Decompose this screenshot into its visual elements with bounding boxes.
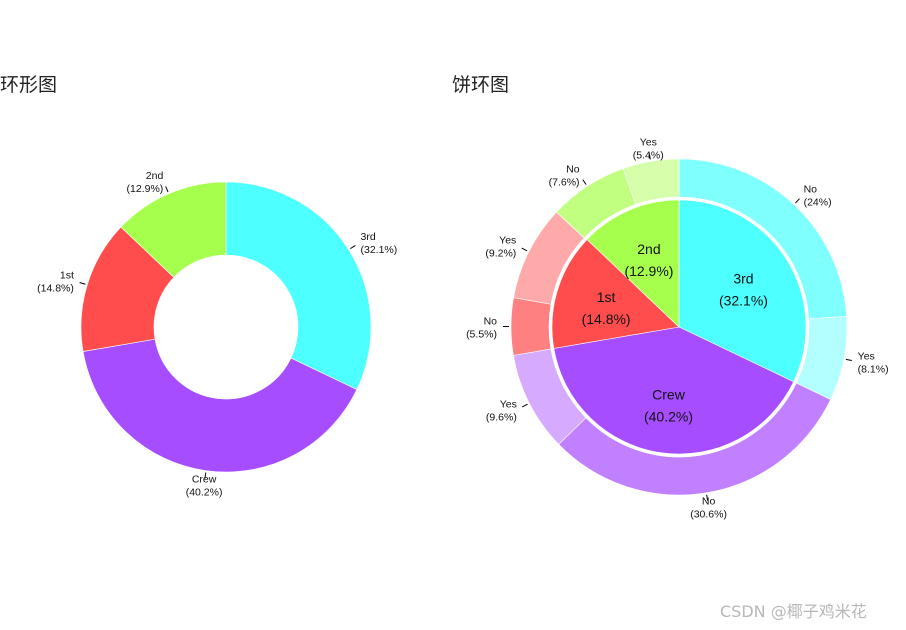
donut-slice-2nd-leader-line: [165, 186, 169, 193]
ring-slice-4-no-label: No: [484, 315, 498, 327]
ring-slice-1-yes-label: Yes: [858, 351, 875, 363]
donut-slice-2nd: [120, 181, 227, 278]
pie-slice-3rd: [678, 199, 807, 383]
ring-slice-3-yes-label: Yes: [500, 399, 517, 411]
donut-slice-crew: [82, 338, 358, 473]
ring-slice-7-yes: [622, 158, 680, 205]
ring-slice-0-no-label: No: [804, 183, 818, 195]
pie-slice-1st-label: 1st: [597, 289, 616, 305]
pie-slice-crew-percent-label: (40.2%): [644, 408, 693, 424]
donut-slice-1st-percent-label: (14.8%): [37, 283, 74, 295]
ring-slice-7-yes-leader-line: [648, 153, 651, 160]
donut-chart-title: 环形图: [0, 74, 57, 96]
donut-slice-2nd-label: 2nd: [146, 170, 164, 182]
pie-slice-1st: [551, 239, 680, 349]
ring-slice-6-no-leader-line: [582, 179, 587, 185]
ring-slice-3-yes-percent-label: (9.6%): [486, 412, 517, 424]
donut-slice-3rd-percent-label: (32.1%): [361, 244, 398, 256]
ring-slice-2-no-label: No: [702, 496, 716, 508]
donut-slice-3rd: [225, 181, 372, 390]
ring-slice-4-no: [510, 297, 552, 356]
donut-slice-2nd-percent-label: (12.9%): [127, 183, 164, 195]
watermark: CSDN @椰子鸡米花: [720, 602, 867, 621]
donut-chart: 3rd(32.1%) Crew(40.2%) 1st(14.8%) 2nd(12.9%…: [37, 170, 397, 499]
donut-slice-3rd-leader-line: [350, 245, 356, 250]
ring-slice-0-no-leader-line: [795, 198, 800, 204]
ring-slice-5-yes-percent-label: (9.2%): [485, 247, 516, 259]
donut-slice-crew-percent-label: (40.2%): [186, 486, 223, 498]
ring-slice-4-no-percent-label: (5.5%): [466, 328, 497, 340]
ring-slice-0-no-percent-label: (24%): [804, 196, 832, 208]
pie-slice-3rd-percent-label: (32.1%): [719, 292, 768, 308]
pie-slice-2nd: [586, 199, 680, 328]
donut-slice-3rd-label: 3rd: [361, 231, 376, 243]
pie-donut-chart-title: 饼环图: [452, 74, 509, 96]
ring-slice-2-no-percent-label: (30.6%): [690, 509, 727, 521]
ring-slice-1-yes-leader-line: [845, 358, 852, 362]
ring-slice-5-yes-leader-line: [521, 247, 528, 252]
pie-donut-chart: No(24%)Yes(8.1%)No(30.6%)Yes(9.6%)No(5.5…: [466, 137, 889, 521]
ring-slice-7-yes-percent-label: (5.4%): [633, 150, 664, 162]
ring-slice-3-yes-leader-line: [521, 403, 528, 408]
pie-slice-crew: [553, 326, 794, 455]
donut-slice-1st-label: 1st: [60, 270, 74, 282]
pie-slice-2nd-percent-label: (12.9%): [624, 263, 673, 279]
donut-slice-1st-leader-line: [79, 281, 86, 285]
ring-slice-6-no-label: No: [566, 164, 580, 176]
donut-slice-crew-leader-line: [204, 472, 207, 479]
pie-slice-2nd-label: 2nd: [637, 241, 660, 257]
pie-slice-3rd-label: 3rd: [733, 270, 753, 286]
ring-slice-7-yes-label: Yes: [640, 137, 657, 149]
ring-slice-2-no-leader-line: [706, 494, 709, 501]
donut-slice-crew-label: Crew: [192, 473, 217, 485]
ring-slice-6-no-percent-label: (7.6%): [549, 177, 580, 189]
ring-slice-5-yes-label: Yes: [499, 234, 516, 246]
pie-slice-crew-label: Crew: [652, 386, 686, 402]
ring-slice-1-yes-percent-label: (8.1%): [858, 364, 889, 376]
pie-slice-1st-percent-label: (14.8%): [582, 311, 631, 327]
